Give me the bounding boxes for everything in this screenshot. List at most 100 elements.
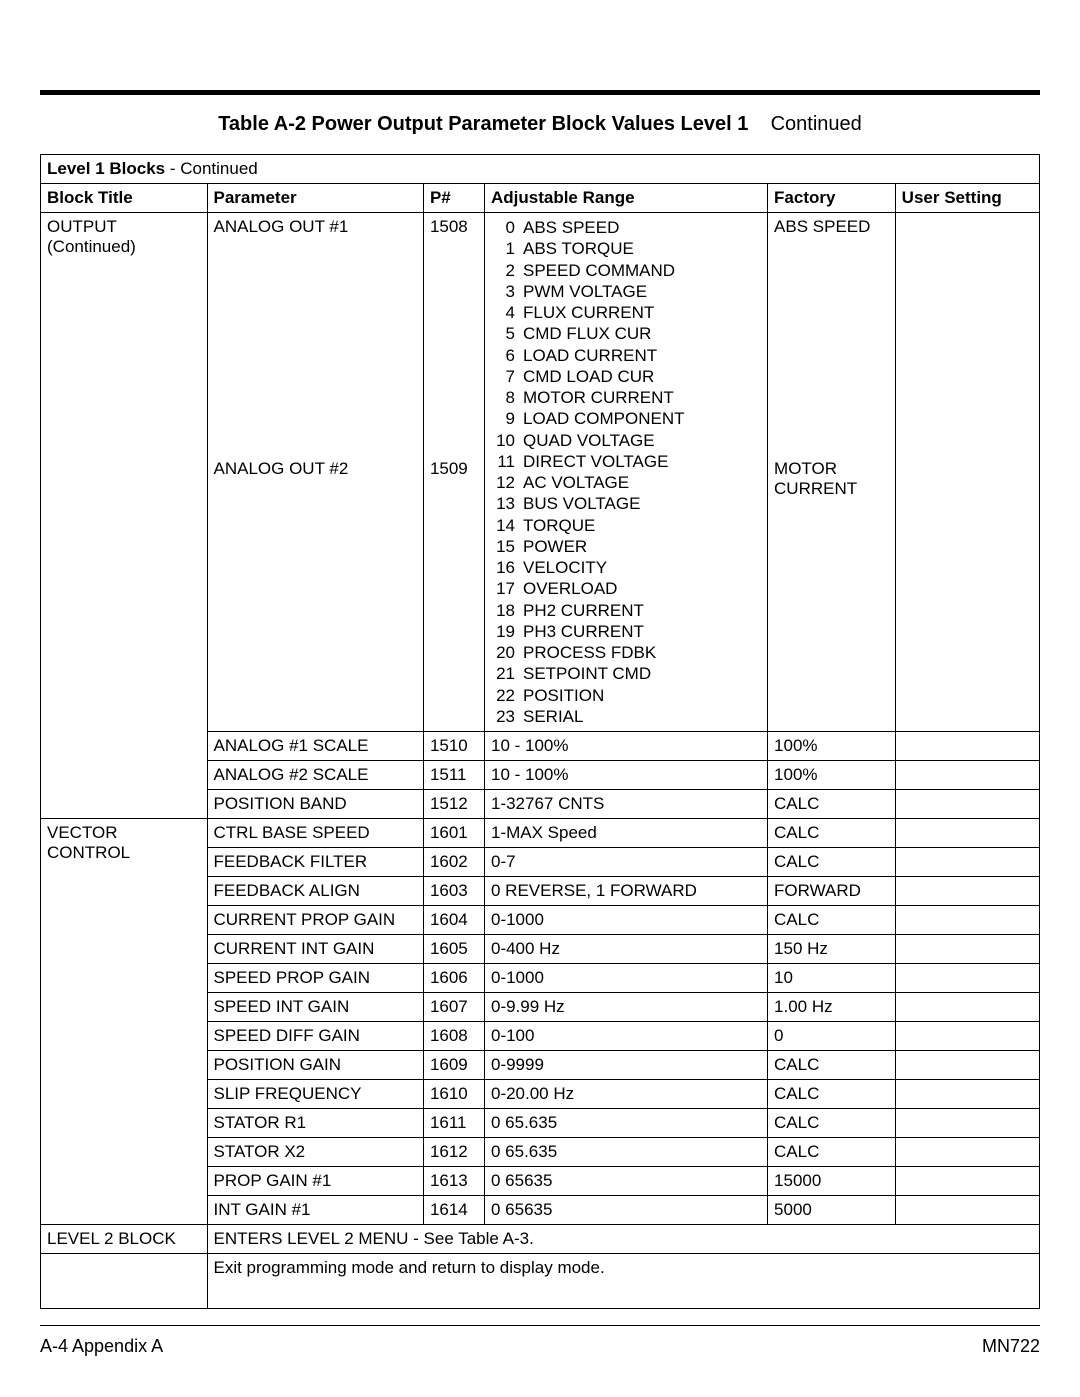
range-option-label: BUS VOLTAGE — [523, 493, 761, 514]
range-option-index: 22 — [491, 685, 515, 706]
user-cell — [895, 1051, 1039, 1080]
pnum-cell: 1614 — [423, 1196, 484, 1225]
range-cell: 0-1000 — [484, 906, 767, 935]
factory-cell: 15000 — [768, 1167, 896, 1196]
range-option-index: 9 — [491, 408, 515, 429]
table-row: OUTPUT (Continued) ANALOG OUT #1 1508 0A… — [41, 213, 1040, 269]
range-cell: 0-100 — [484, 1022, 767, 1051]
pnum-cell: 1606 — [423, 964, 484, 993]
table-row: VECTOR CONTROL CTRL BASE SPEED 1601 1-MA… — [41, 819, 1040, 848]
pnum-cell: 1605 — [423, 935, 484, 964]
factory-cell: FORWARD — [768, 877, 896, 906]
user-cell — [895, 964, 1039, 993]
level2-text: ENTERS LEVEL 2 MENU - See Table A-3. — [207, 1225, 1040, 1254]
pnum-cell: 1510 — [423, 732, 484, 761]
page-footer: A-4 Appendix A MN722 — [40, 1325, 1040, 1357]
factory-cell: 1.00 Hz — [768, 993, 896, 1022]
pnum-cell: 1603 — [423, 877, 484, 906]
range-option-index: 2 — [491, 260, 515, 281]
col-parameter: Parameter — [207, 184, 423, 213]
user-cell — [895, 1022, 1039, 1051]
param-cell: ANALOG #2 SCALE — [207, 761, 423, 790]
factory-cell: CALC — [768, 1080, 896, 1109]
factory-cell: ABS SPEED — [768, 213, 896, 269]
exit-text: Exit programming mode and return to disp… — [207, 1254, 1040, 1309]
factory-cell: CALC — [768, 1051, 896, 1080]
param-cell: ANALOG #1 SCALE — [207, 732, 423, 761]
param-cell: SPEED INT GAIN — [207, 993, 423, 1022]
param-cell: SPEED PROP GAIN — [207, 964, 423, 993]
param-cell: FEEDBACK FILTER — [207, 848, 423, 877]
range-option-index: 18 — [491, 600, 515, 621]
pnum-cell: 1512 — [423, 790, 484, 819]
pnum-cell: 1611 — [423, 1109, 484, 1138]
range-cell: 0 REVERSE, 1 FORWARD — [484, 877, 767, 906]
range-option-index: 5 — [491, 323, 515, 344]
table-row: LEVEL 2 BLOCK ENTERS LEVEL 2 MENU - See … — [41, 1225, 1040, 1254]
range-option-index: 21 — [491, 663, 515, 684]
pnum-cell: 1508 — [423, 213, 484, 269]
factory-cell: 100% — [768, 732, 896, 761]
factory-cell: 10 — [768, 964, 896, 993]
range-option-label: TORQUE — [523, 515, 761, 536]
range-cell: 0-9.99 Hz — [484, 993, 767, 1022]
title-bold: Table A-2 Power Output Parameter Block V… — [218, 113, 748, 135]
block-output: OUTPUT (Continued) — [41, 213, 208, 819]
param-cell: FEEDBACK ALIGN — [207, 877, 423, 906]
range-option-index: 15 — [491, 536, 515, 557]
range-cell: 0-7 — [484, 848, 767, 877]
user-cell — [895, 906, 1039, 935]
range-option-label: FLUX CURRENT — [523, 302, 761, 323]
range-cell: 0 65.635 — [484, 1109, 767, 1138]
user-cell — [895, 1167, 1039, 1196]
factory-cell: 100% — [768, 761, 896, 790]
range-option-index: 7 — [491, 366, 515, 387]
range-option-label: POSITION — [523, 685, 761, 706]
range-option-label: CMD LOAD CUR — [523, 366, 761, 387]
range-option-index: 23 — [491, 706, 515, 727]
range-option-index: 16 — [491, 557, 515, 578]
range-option-index: 20 — [491, 642, 515, 663]
param-cell: STATOR X2 — [207, 1138, 423, 1167]
col-pnum: P# — [423, 184, 484, 213]
range-option-index: 10 — [491, 430, 515, 451]
user-cell — [895, 819, 1039, 848]
range-cell: 10 - 100% — [484, 732, 767, 761]
factory-cell: CALC — [768, 906, 896, 935]
range-cell: 1-MAX Speed — [484, 819, 767, 848]
range-option-label: PH2 CURRENT — [523, 600, 761, 621]
range-cell: 10 - 100% — [484, 761, 767, 790]
range-cell: 0-1000 — [484, 964, 767, 993]
param-cell: ANALOG OUT #1 — [207, 213, 423, 269]
range-option-index: 14 — [491, 515, 515, 536]
user-cell — [895, 848, 1039, 877]
user-cell — [895, 1109, 1039, 1138]
param-cell: PROP GAIN #1 — [207, 1167, 423, 1196]
user-cell — [895, 761, 1039, 790]
factory-cell: CALC — [768, 1109, 896, 1138]
range-option-index: 13 — [491, 493, 515, 514]
param-cell: ANALOG OUT #2 — [207, 269, 423, 732]
param-cell: POSITION GAIN — [207, 1051, 423, 1080]
table-title: Table A-2 Power Output Parameter Block V… — [40, 113, 1040, 136]
range-cell: 0-400 Hz — [484, 935, 767, 964]
pnum-cell: 1613 — [423, 1167, 484, 1196]
range-option-label: POWER — [523, 536, 761, 557]
pnum-cell: 1511 — [423, 761, 484, 790]
range-option-index: 4 — [491, 302, 515, 323]
range-cell: 1-32767 CNTS — [484, 790, 767, 819]
range-option-label: SPEED COMMAND — [523, 260, 761, 281]
user-cell — [895, 993, 1039, 1022]
factory-cell: 0 — [768, 1022, 896, 1051]
range-option-index: 17 — [491, 578, 515, 599]
param-cell: INT GAIN #1 — [207, 1196, 423, 1225]
param-cell: SLIP FREQUENCY — [207, 1080, 423, 1109]
range-option-label: VELOCITY — [523, 557, 761, 578]
range-cell: 0-20.00 Hz — [484, 1080, 767, 1109]
factory-cell: 5000 — [768, 1196, 896, 1225]
pnum-cell: 1604 — [423, 906, 484, 935]
param-cell: CTRL BASE SPEED — [207, 819, 423, 848]
pnum-cell: 1509 — [423, 269, 484, 732]
empty-block-cell — [41, 1254, 208, 1309]
range-option-label: ABS SPEED — [523, 217, 761, 238]
